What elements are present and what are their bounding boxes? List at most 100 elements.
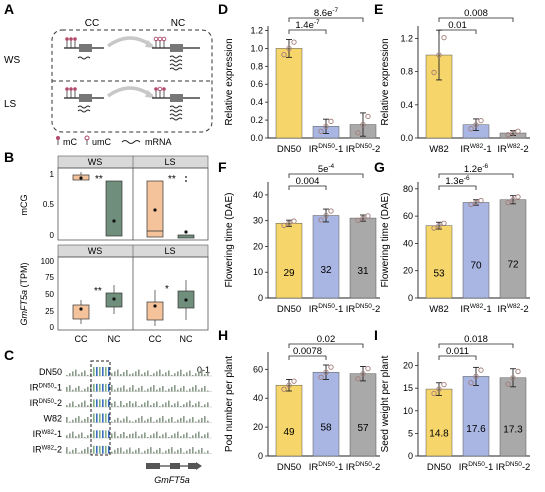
svg-text:100: 100 [41,257,55,266]
c-track-peak [129,374,131,376]
x-tick-label: IRW82-1 [460,303,491,315]
c-track-peak [72,389,74,392]
c-track-peak [195,373,197,376]
c-track-peak [171,447,173,454]
c-track-peak [129,387,131,392]
y-tick-label: 1.2 [250,25,263,35]
replicate-point [281,222,287,229]
c-track-peak [105,399,107,407]
bar-value-label: 53 [433,269,445,280]
significance-bracket [288,355,327,360]
b-bottom-sig-ws: ** [94,286,102,297]
c-track-peak [174,385,176,392]
c-track-peak [168,370,170,376]
c-track-peak [198,431,200,438]
c-track-peak [108,399,110,407]
c-track-peak [183,416,185,423]
significance-bracket [288,29,327,34]
panel-d: D 0.0 0.2 0.4 0.6 0.8 1.0 1.2 Relative expressio… [218,1,380,155]
c-track-peak [117,436,119,438]
c-track-peak [135,449,137,454]
c-track-peak [177,401,179,407]
bar [312,215,340,299]
bar [462,376,490,457]
y-tick-label: 0.0 [400,133,413,143]
c-track-peak [204,416,206,423]
replicate-point [286,45,292,52]
c-track-peak [120,420,122,423]
replicate-point [318,217,324,223]
c-track-peak [120,374,122,376]
c-track-peak [168,448,170,454]
replicate-point [431,390,437,397]
c-track-peak [120,387,122,392]
c-track-peak [204,386,206,392]
c-track-peak [135,431,137,438]
c-track-peak [183,404,185,407]
p-value: 0.018 [464,334,488,345]
c-track-peak [81,390,83,392]
y-tick-label: 20 [403,361,413,371]
c-gene-arrow [196,462,202,470]
c-track-peak [171,386,173,392]
c-track-peak [117,448,119,454]
c-track-peak [153,433,155,438]
replicate-point [431,225,437,231]
x-tick-label: IRDN50-2 [496,461,531,473]
c-track-peak [162,416,164,423]
p-value: 8.6e-7 [314,7,339,19]
c-track-peak [159,417,161,423]
c-track-peak [159,369,161,376]
b-top-sig-ls: ** [168,174,176,185]
svg-text:25: 25 [45,307,54,316]
bar [349,373,377,457]
bar [499,377,527,457]
c-track-peak [135,371,137,376]
c-track-peak [162,386,164,392]
c-track-peak [108,430,110,438]
x-tick-label: IRDN50-2 [346,143,381,155]
bar [349,217,377,299]
replicate-point [515,368,521,375]
c-track-peak [198,449,200,454]
c-track-peak [132,433,134,438]
y-axis-label: Relative expression [224,38,235,125]
significance-bracket [438,355,477,360]
c-track-peak [174,451,176,454]
panel-label-f: F [218,159,227,175]
c-track-peak [204,452,206,454]
c-track-peak [93,445,95,454]
x-tick-label: IRDN50-1 [309,143,344,155]
c-track-peak [117,406,119,407]
c-track-peak [72,419,74,423]
c-track-peak [108,413,110,423]
bar-value-label: 31 [357,266,369,277]
y-axis-label: Flowering time (DAE) [224,192,235,287]
box-ws-nc [105,180,123,237]
ws-cc-gene [64,37,104,60]
replicate-point [431,69,437,76]
c-track-peak [78,374,80,376]
c-track-peak [117,417,119,423]
b-bottom-header-ws: WS [88,246,103,256]
c-track-peak [90,451,92,454]
x-tick-label: DN50 [277,144,301,155]
c-track-peak [144,450,146,454]
replicate-point [441,220,447,226]
replicate-point [441,381,447,388]
c-track-peak [198,389,200,392]
c-track-peak [105,445,107,454]
bar-value-label: 57 [357,423,369,434]
panel-label-h: H [218,327,228,343]
c-track-peak [174,421,176,423]
c-track-peak [129,420,131,423]
y-tick-label: 20 [403,266,413,276]
panel-g: G 0 20 40 60 80 Flowering time (DAE) 53 W82 70 IRW… [374,159,530,315]
svg-text:CC: CC [149,334,162,344]
panel-label-b: B [4,149,14,165]
c-track-peak [99,445,101,454]
c-track-peak [168,437,170,438]
c-track-peak [195,451,197,454]
panel-a: A CC NC WS LS [4,1,213,147]
c-track-peak [84,418,86,423]
